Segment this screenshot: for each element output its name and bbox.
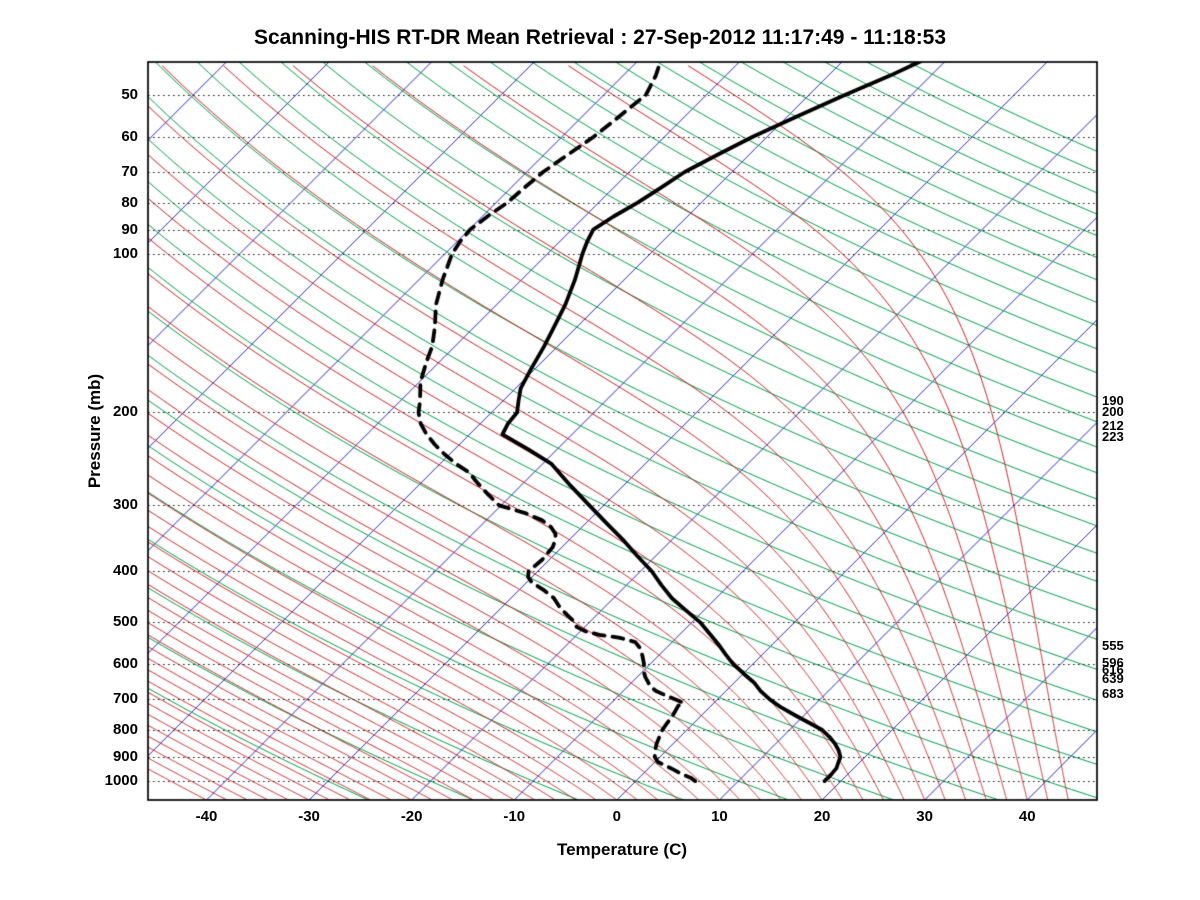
temperature-tick-30: 30 [916, 808, 933, 825]
pressure-tick-60: 60 [121, 127, 138, 145]
level-annotation-639: 639 [1102, 670, 1124, 686]
pressure-tick-100: 100 [112, 244, 138, 262]
temperature-tick--20: -20 [400, 808, 423, 825]
pressure-tick-400: 400 [112, 562, 138, 580]
pressure-tick-900: 900 [112, 747, 138, 765]
level-annotation-200: 200 [1102, 404, 1124, 420]
temperature-tick--10: -10 [503, 808, 526, 825]
pressure-tick-700: 700 [112, 690, 138, 708]
pressure-tick-90: 90 [121, 220, 138, 238]
level-annotation-555: 555 [1102, 638, 1124, 654]
level-annotation-683: 683 [1102, 685, 1124, 701]
temperature-tick-10: 10 [711, 808, 728, 825]
pressure-tick-500: 500 [112, 613, 138, 631]
level-annotation-616: 616 [1102, 662, 1124, 678]
pressure-tick-300: 300 [112, 496, 138, 514]
temperature-tick--30: -30 [298, 808, 320, 825]
pressure-tick-70: 70 [121, 163, 138, 181]
pressure-tick-1000: 1000 [104, 772, 138, 790]
level-annotation-223: 223 [1102, 429, 1124, 445]
pressure-tick-80: 80 [121, 193, 138, 211]
level-annotation-212: 212 [1102, 417, 1124, 433]
temperature-tick-0: 0 [612, 808, 622, 825]
x-axis-label: Temperature (C) [556, 840, 688, 859]
level-annotation-190: 190 [1102, 392, 1124, 408]
pressure-tick-800: 800 [112, 720, 138, 738]
temperature-tick-40: 40 [1018, 808, 1036, 825]
chart-title: Scanning-HIS RT-DR Mean Retrieval : 27-S… [253, 26, 947, 49]
temperature-tick-20: 20 [813, 808, 831, 825]
pressure-tick-50: 50 [121, 85, 138, 103]
pressure-tick-600: 600 [112, 655, 138, 673]
level-annotation-596: 596 [1102, 654, 1124, 670]
y-axis-label: Pressure (mb) [85, 373, 104, 489]
pressure-tick-200: 200 [112, 403, 138, 421]
temperature-tick--40: -40 [195, 808, 218, 825]
